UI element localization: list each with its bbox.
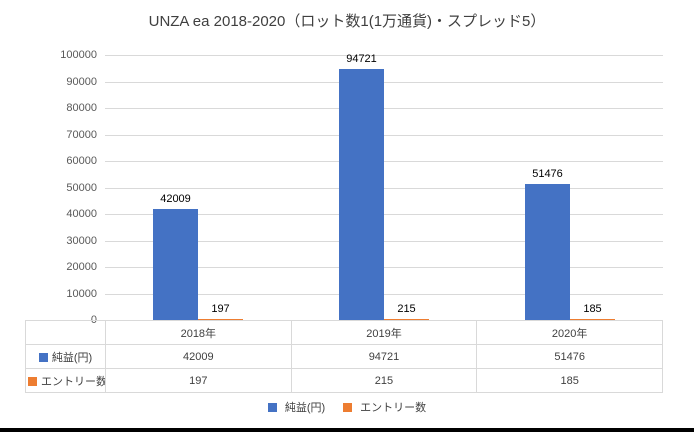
data-label-entry-count: 197 [211, 303, 230, 315]
bar-net-profit-yen [339, 69, 384, 320]
category-header: 2019年 [290, 320, 478, 345]
legend-key-icon [267, 402, 277, 412]
table-cell: 197 [105, 368, 292, 393]
gridline [105, 161, 663, 162]
data-label-net-profit-yen: 51476 [532, 168, 563, 180]
plot-area: 42009 197 94721 215 51476 185 [105, 53, 663, 320]
gridline [105, 134, 663, 136]
data-label-entry-count: 185 [583, 303, 602, 315]
table-cell: 185 [476, 368, 663, 393]
y-tick-label: 100000 [60, 49, 97, 61]
table-row-entry-count: エントリー数 197 215 185 [25, 368, 663, 393]
y-tick-label: 40000 [66, 208, 97, 220]
y-tick-label: 50000 [66, 181, 97, 194]
y-tick-label: 60000 [66, 155, 97, 167]
y-tick-label: 20000 [66, 261, 97, 273]
legend-item-net-profit-yen: 純益(円) [267, 399, 326, 415]
series-name: 純益(円) [25, 344, 106, 369]
bar-net-profit-yen [525, 184, 570, 320]
y-tick-label: 80000 [66, 102, 97, 114]
gridline [105, 108, 663, 109]
gridline [105, 267, 663, 268]
table-corner-cell [25, 320, 106, 345]
legend-label: 純益(円) [284, 402, 326, 414]
bar-entry-count [570, 319, 615, 320]
gridline [105, 187, 663, 189]
table-cell: 42009 [105, 344, 292, 369]
chart-title: UNZA ea 2018-2020（ロット数1(1万通貨)・スプレッド5） [148, 13, 546, 30]
table-header-row: 2018年 2019年 2020年 [25, 320, 663, 345]
bar-net-profit-yen [153, 209, 198, 320]
gridline [105, 81, 663, 83]
series-key-icon [28, 376, 37, 386]
table-row-net-profit-yen: 純益(円) 42009 94721 51476 [25, 344, 663, 369]
category-header: 2020年 [476, 320, 663, 345]
data-label-net-profit-yen: 94721 [346, 53, 377, 65]
legend: 純益(円) エントリー数 [0, 399, 694, 415]
series-key-icon [38, 352, 48, 362]
table-cell: 94721 [290, 344, 478, 369]
y-axis: 0 10000 20000 30000 40000 50000 60000 70000 8000… [0, 49, 97, 326]
legend-item-entry-count: エントリー数 [343, 399, 426, 415]
y-tick-label: 90000 [66, 75, 97, 88]
series-name: エントリー数 [25, 368, 106, 393]
gridline [105, 214, 663, 215]
y-tick-label: 30000 [66, 234, 97, 247]
data-label-entry-count: 215 [397, 303, 416, 315]
legend-key-icon [343, 402, 353, 412]
table-cell: 51476 [476, 344, 663, 369]
category-header: 2018年 [105, 320, 292, 345]
y-tick-label: 10000 [66, 287, 97, 300]
gridline [105, 240, 663, 242]
data-label-net-profit-yen: 42009 [160, 193, 191, 205]
gridline [105, 293, 663, 295]
data-table: 2018年 2019年 2020年 純益(円) 42009 94721 51476 エントリー… [25, 320, 663, 393]
bar-entry-count [198, 319, 243, 320]
y-tick-label: 70000 [66, 128, 97, 141]
gridline [105, 55, 663, 56]
bar-entry-count [384, 319, 429, 320]
table-cell: 215 [290, 368, 478, 393]
legend-label: エントリー数 [360, 402, 427, 414]
